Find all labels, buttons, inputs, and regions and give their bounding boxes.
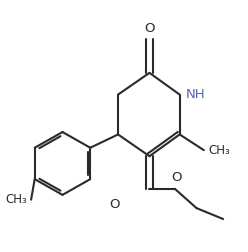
Text: CH₃: CH₃ — [5, 193, 27, 206]
Text: CH₃: CH₃ — [208, 144, 230, 157]
Text: O: O — [171, 171, 181, 184]
Text: O: O — [144, 22, 155, 35]
Text: NH: NH — [186, 88, 205, 101]
Text: O: O — [109, 198, 119, 211]
